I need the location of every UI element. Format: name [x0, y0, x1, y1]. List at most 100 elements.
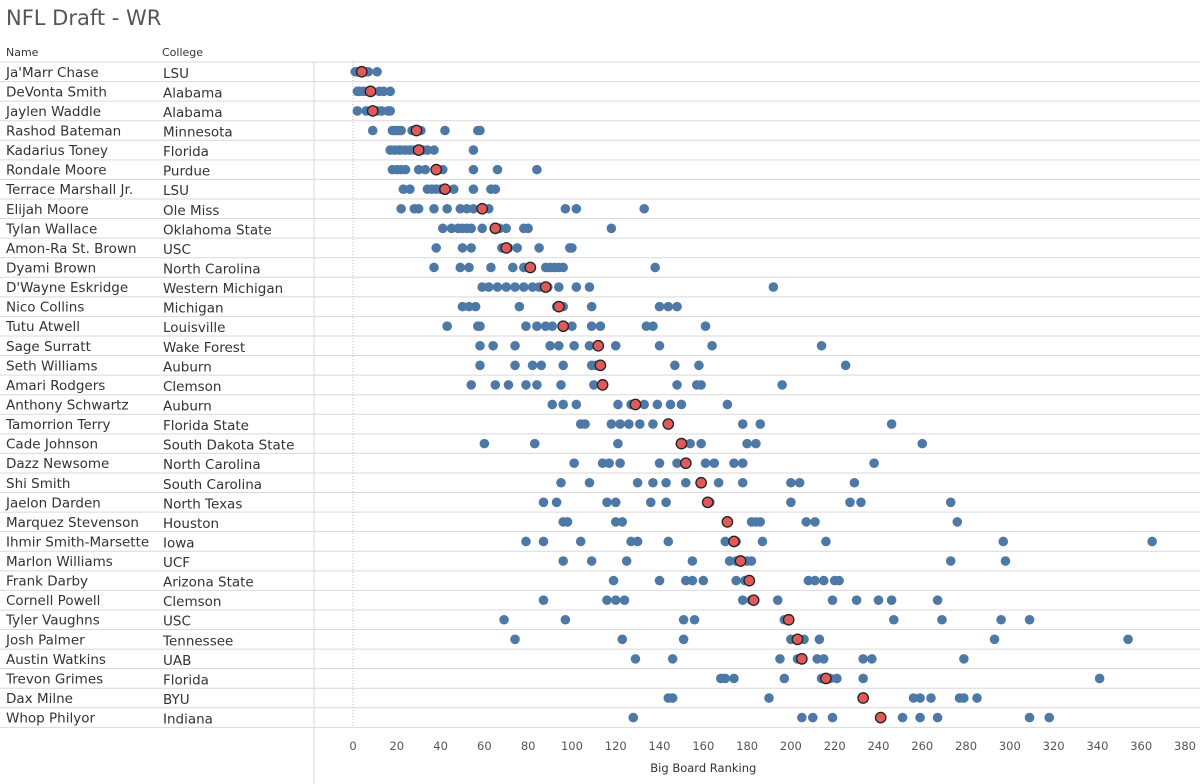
ranking-dot[interactable]: [586, 301, 597, 312]
ranking-dot[interactable]: [468, 203, 479, 214]
ranking-dot[interactable]: [475, 360, 485, 371]
ranking-dot[interactable]: [1044, 712, 1055, 723]
ranking-dot[interactable]: [575, 536, 586, 547]
ranking-dot[interactable]: [1024, 712, 1035, 723]
ranking-dot[interactable]: [610, 340, 621, 351]
ranking-dot[interactable]: [650, 262, 660, 273]
ranking-dot[interactable]: [538, 536, 549, 547]
ranking-dot[interactable]: [867, 654, 877, 664]
ranking-dot[interactable]: [698, 575, 709, 586]
ranking-dot[interactable]: [972, 693, 982, 703]
ranking-dot[interactable]: [468, 145, 479, 155]
ranking-dot[interactable]: [477, 282, 487, 292]
ranking-dot[interactable]: [413, 164, 424, 175]
ranking-dot[interactable]: [1123, 634, 1133, 645]
ranking-dot[interactable]: [429, 145, 439, 155]
ranking-dot[interactable]: [437, 223, 448, 234]
ranking-dot[interactable]: [687, 575, 698, 586]
ranking-dot[interactable]: [440, 125, 450, 136]
ranking-dot[interactable]: [470, 301, 481, 312]
consensus-dot[interactable]: [675, 437, 688, 450]
consensus-dot[interactable]: [594, 359, 607, 372]
ranking-dot[interactable]: [775, 654, 785, 664]
ranking-dot[interactable]: [858, 654, 868, 664]
ranking-dot[interactable]: [510, 634, 520, 645]
ranking-dot[interactable]: [547, 321, 558, 331]
ranking-dot[interactable]: [685, 438, 695, 449]
ranking-dot[interactable]: [586, 556, 597, 566]
ranking-dot[interactable]: [571, 399, 582, 410]
ranking-dot[interactable]: [709, 458, 720, 468]
consensus-dot[interactable]: [734, 555, 747, 567]
player-name[interactable]: Amon-Ra St. Brown: [6, 241, 137, 257]
ranking-dot[interactable]: [676, 399, 687, 410]
ranking-dot[interactable]: [455, 262, 466, 273]
consensus-dot[interactable]: [701, 496, 714, 509]
ranking-dot[interactable]: [405, 184, 415, 195]
ranking-dot[interactable]: [889, 614, 899, 625]
ranking-dot[interactable]: [803, 575, 814, 586]
ranking-dot[interactable]: [385, 106, 396, 116]
player-name[interactable]: Nico Collins: [6, 300, 84, 316]
ranking-dot[interactable]: [499, 614, 509, 625]
ranking-dot[interactable]: [602, 497, 612, 508]
ranking-dot[interactable]: [523, 223, 533, 234]
ranking-dot[interactable]: [466, 380, 477, 390]
ranking-dot[interactable]: [945, 556, 956, 566]
consensus-dot[interactable]: [782, 613, 795, 626]
consensus-dot[interactable]: [679, 457, 692, 470]
ranking-dot[interactable]: [886, 419, 897, 429]
ranking-dot[interactable]: [558, 262, 568, 273]
ranking-dot[interactable]: [466, 243, 477, 253]
ranking-dot[interactable]: [556, 477, 566, 488]
ranking-dot[interactable]: [501, 223, 512, 234]
ranking-dot[interactable]: [814, 634, 825, 645]
consensus-dot[interactable]: [489, 222, 502, 235]
consensus-dot[interactable]: [743, 574, 756, 587]
ranking-dot[interactable]: [639, 399, 649, 410]
ranking-dot[interactable]: [571, 282, 582, 292]
ranking-dot[interactable]: [772, 595, 783, 605]
ranking-dot[interactable]: [490, 184, 501, 195]
ranking-dot[interactable]: [926, 693, 936, 703]
ranking-dot[interactable]: [713, 477, 724, 488]
consensus-dot[interactable]: [410, 124, 423, 137]
player-name[interactable]: Rondale Moore: [6, 163, 107, 179]
consensus-dot[interactable]: [857, 692, 869, 704]
ranking-dot[interactable]: [613, 399, 623, 410]
ranking-dot[interactable]: [652, 399, 663, 410]
player-name[interactable]: Josh Palmer: [5, 632, 85, 648]
ranking-dot[interactable]: [457, 301, 468, 312]
ranking-dot[interactable]: [431, 243, 442, 253]
ranking-dot[interactable]: [678, 634, 689, 645]
ranking-dot[interactable]: [558, 399, 568, 410]
ranking-dot[interactable]: [475, 321, 485, 331]
ranking-dot[interactable]: [554, 282, 564, 292]
ranking-dot[interactable]: [571, 203, 582, 214]
ranking-dot[interactable]: [621, 556, 632, 566]
ranking-dot[interactable]: [569, 340, 579, 351]
consensus-dot[interactable]: [820, 672, 832, 685]
ranking-dot[interactable]: [532, 380, 542, 390]
ranking-dot[interactable]: [532, 321, 542, 331]
ranking-dot[interactable]: [558, 556, 568, 566]
ranking-dot[interactable]: [619, 595, 630, 605]
ranking-dot[interactable]: [521, 380, 531, 390]
ranking-dot[interactable]: [654, 340, 665, 351]
ranking-dot[interactable]: [630, 654, 641, 664]
ranking-dot[interactable]: [580, 419, 590, 429]
ranking-dot[interactable]: [608, 575, 619, 586]
ranking-dot[interactable]: [818, 575, 829, 586]
ranking-dot[interactable]: [589, 380, 599, 390]
consensus-dot[interactable]: [596, 379, 609, 391]
ranking-dot[interactable]: [700, 321, 711, 331]
ranking-dot[interactable]: [777, 380, 787, 390]
player-name[interactable]: Jaylen Waddle: [5, 104, 101, 120]
ranking-dot[interactable]: [413, 203, 424, 214]
ranking-dot[interactable]: [661, 477, 671, 488]
ranking-dot[interactable]: [851, 595, 862, 605]
consensus-dot[interactable]: [500, 242, 513, 254]
ranking-dot[interactable]: [367, 125, 378, 136]
ranking-dot[interactable]: [845, 497, 855, 508]
ranking-dot[interactable]: [696, 438, 706, 449]
